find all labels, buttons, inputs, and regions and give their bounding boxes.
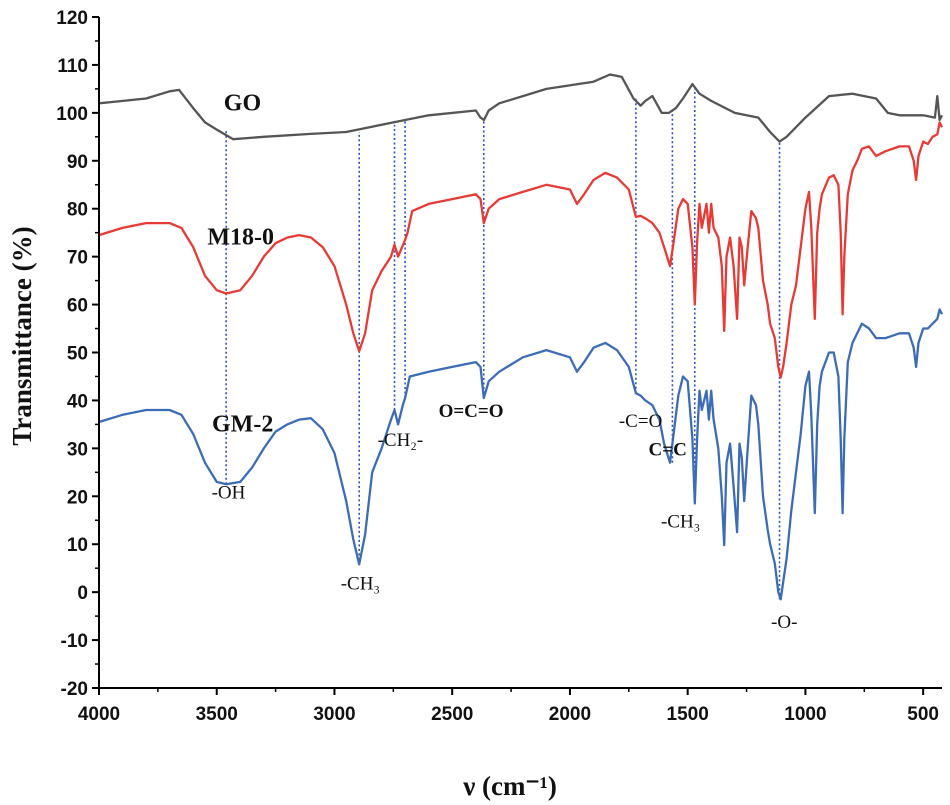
y-tick-label-13: 110	[57, 56, 88, 77]
y-tick-label-9: 70	[67, 248, 88, 269]
x-tick-label-6: 1000	[784, 704, 826, 725]
series-label-1: M18-0	[207, 225, 274, 251]
x-tick-label-3: 2500	[431, 704, 473, 725]
y-tick-label-5: 30	[67, 439, 88, 460]
y-tick-label-7: 50	[67, 344, 88, 365]
x-axis-title: ν (cm⁻¹)	[462, 771, 557, 801]
y-tick-label-3: 10	[67, 535, 88, 556]
y-tick-label-0: -20	[61, 679, 88, 700]
y-tick-label-6: 40	[67, 391, 88, 412]
y-tick-label-8: 60	[67, 296, 88, 317]
series-label-0: GO	[224, 90, 261, 116]
y-tick-label-11: 90	[67, 152, 88, 173]
annotation-label-5: C=C	[649, 440, 687, 461]
annotation-label-0: -OH	[212, 483, 246, 504]
y-tick-label-14: 120	[56, 8, 88, 29]
annotation-label-4: -C=O	[619, 411, 662, 432]
y-tick-label-10: 80	[67, 200, 88, 221]
x-tick-label-4: 2000	[549, 704, 591, 725]
annotation-layer: GO M18-0 GM-2 -OH -CH₃ -CH₂- O=C=O -C=O C=C -CH₃ -…	[207, 90, 797, 633]
x-tick-label-0: 4000	[78, 704, 120, 725]
annotation-label-2: -CH₂-	[378, 430, 424, 451]
series-line-gm-2	[98, 308, 944, 601]
y-tick-label-1: -10	[61, 631, 88, 652]
series-label-2: GM-2	[212, 412, 273, 438]
x-tick-label-7: 500	[907, 704, 939, 725]
annotation-label-6: -CH₃	[661, 511, 700, 532]
x-tick-label-2: 3000	[313, 704, 355, 725]
axes-layer: -20 -10 0 10 20 30 40 50 60 70 80 90 100 110 120 4000 35…	[56, 8, 942, 725]
y-tick-label-12: 100	[56, 104, 88, 125]
series-line-go	[98, 73, 944, 143]
x-tick-label-5: 1500	[667, 704, 709, 725]
annotation-label-7: -O-	[771, 612, 797, 633]
x-tick-label-1: 3500	[196, 704, 238, 725]
series-layer	[98, 73, 944, 601]
y-tick-label-4: 20	[67, 487, 88, 508]
annotation-label-3: O=C=O	[439, 401, 504, 422]
annotation-label-1: -CH₃	[341, 574, 380, 595]
y-tick-label-2: 0	[77, 583, 88, 604]
y-axis-title: Transmittance (%)	[7, 226, 37, 445]
series-line-m18-0	[98, 121, 944, 379]
